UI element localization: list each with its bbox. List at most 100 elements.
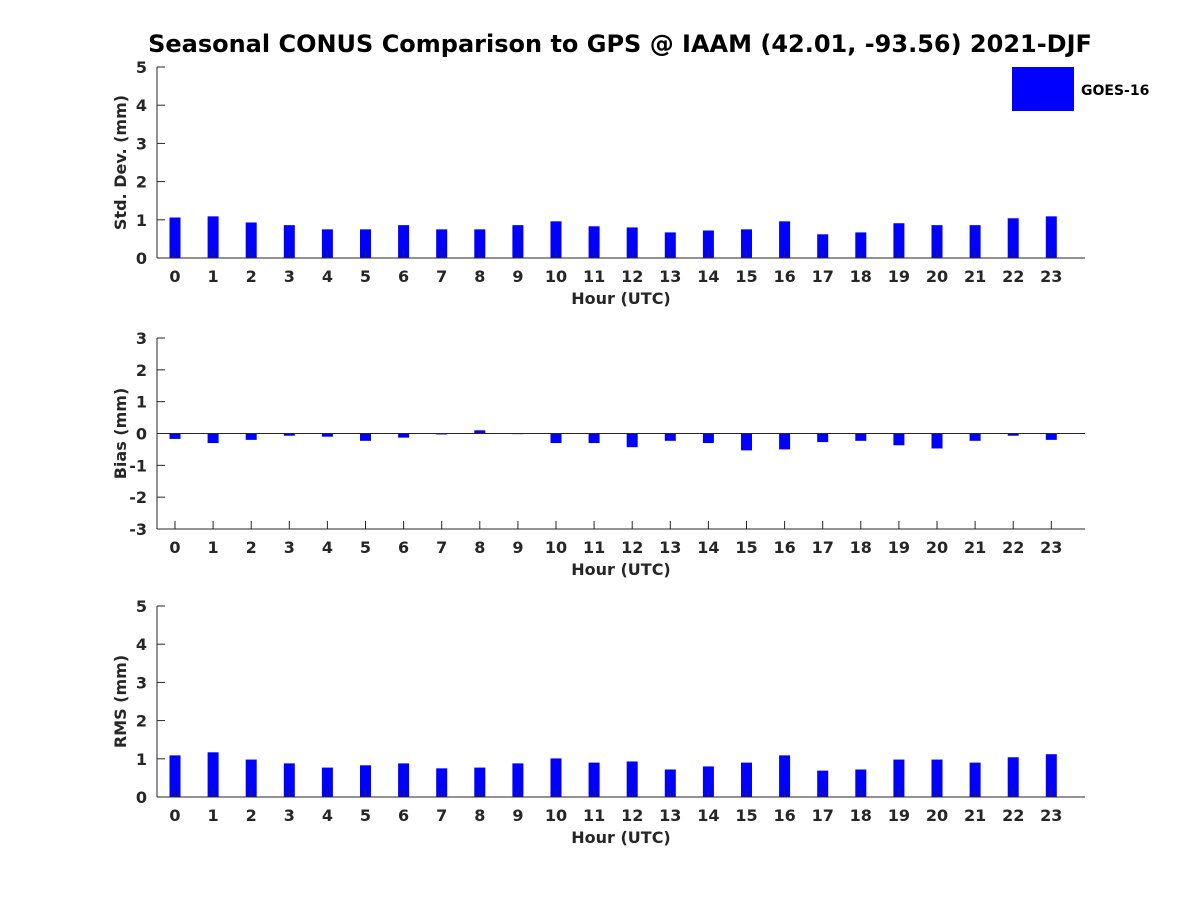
x-tick-label: 21 xyxy=(964,806,986,825)
x-tick-label: 0 xyxy=(169,806,180,825)
bar-hour-10 xyxy=(550,433,562,444)
y-tick-label: 1 xyxy=(136,211,147,230)
x-axis-label: Hour (UTC) xyxy=(571,828,671,847)
bar-hour-1 xyxy=(207,433,219,444)
bar-hour-0 xyxy=(169,755,181,797)
x-tick-label: 15 xyxy=(735,538,757,557)
x-tick-label: 15 xyxy=(735,267,757,286)
x-tick-label: 21 xyxy=(964,267,986,286)
y-tick-label: 0 xyxy=(136,788,147,807)
legend-swatch xyxy=(1012,67,1074,111)
bar-hour-23 xyxy=(1045,216,1057,258)
bar-hour-5 xyxy=(360,229,371,258)
x-tick-label: 0 xyxy=(169,267,180,286)
bar-hour-14 xyxy=(702,230,714,258)
y-tick-label: -2 xyxy=(129,488,147,507)
bar-hour-22 xyxy=(1007,218,1019,258)
bar-hour-12 xyxy=(626,227,638,258)
y-tick-label: 3 xyxy=(136,134,147,153)
bar-hour-17 xyxy=(817,770,829,797)
bar-hour-16 xyxy=(779,221,791,258)
legend-label: GOES-16 xyxy=(1081,83,1149,99)
x-tick-label: 23 xyxy=(1040,538,1062,557)
x-tick-label: 7 xyxy=(436,267,447,286)
x-tick-label: 14 xyxy=(697,538,719,557)
x-tick-label: 7 xyxy=(436,538,447,557)
x-tick-label: 15 xyxy=(735,806,757,825)
x-tick-label: 13 xyxy=(659,806,681,825)
x-tick-label: 13 xyxy=(659,538,681,557)
bar-hour-10 xyxy=(550,221,562,258)
x-tick-label: 17 xyxy=(812,538,834,557)
x-tick-label: 11 xyxy=(583,267,605,286)
y-tick-label: 1 xyxy=(136,750,147,769)
bar-hour-11 xyxy=(588,762,600,797)
x-tick-label: 4 xyxy=(322,267,333,286)
x-tick-label: 8 xyxy=(474,538,485,557)
bar-hour-7 xyxy=(436,768,448,797)
y-tick-label: 2 xyxy=(136,361,147,380)
x-tick-label: 3 xyxy=(284,538,295,557)
x-tick-label: 8 xyxy=(474,806,485,825)
y-tick-label: 3 xyxy=(136,329,147,348)
bar-hour-20 xyxy=(931,759,943,797)
x-tick-label: 19 xyxy=(888,806,910,825)
x-tick-label: 1 xyxy=(208,806,219,825)
x-tick-label: 6 xyxy=(398,538,409,557)
bar-hour-13 xyxy=(664,232,676,258)
bar-hour-5 xyxy=(360,765,371,797)
bar-hour-21 xyxy=(969,762,981,797)
bar-hour-14 xyxy=(702,433,714,444)
x-tick-label: 23 xyxy=(1040,806,1062,825)
x-tick-label: 9 xyxy=(512,538,523,557)
x-tick-label: 20 xyxy=(926,806,948,825)
bar-hour-20 xyxy=(931,225,943,258)
bar-hour-19 xyxy=(893,433,905,446)
x-tick-label: 6 xyxy=(398,806,409,825)
x-tick-label: 17 xyxy=(812,806,834,825)
x-axis-label: Hour (UTC) xyxy=(571,289,671,308)
x-tick-label: 6 xyxy=(398,267,409,286)
bar-hour-18 xyxy=(855,232,867,258)
x-tick-label: 10 xyxy=(545,267,567,286)
x-tick-label: 11 xyxy=(583,538,605,557)
x-tick-label: 3 xyxy=(284,806,295,825)
bar-hour-15 xyxy=(741,762,752,797)
bar-hour-18 xyxy=(855,769,867,797)
x-tick-label: 19 xyxy=(888,267,910,286)
x-tick-label: 10 xyxy=(545,538,567,557)
x-tick-label: 18 xyxy=(850,806,872,825)
bar-hour-13 xyxy=(664,433,676,441)
bar-hour-4 xyxy=(321,767,333,797)
x-axis-label: Hour (UTC) xyxy=(571,560,671,579)
bar-hour-22 xyxy=(1007,757,1019,797)
x-tick-label: 4 xyxy=(322,806,333,825)
bar-hour-7 xyxy=(436,229,448,258)
x-tick-label: 20 xyxy=(926,267,948,286)
y-tick-label: 5 xyxy=(136,58,147,77)
bar-hour-23 xyxy=(1045,433,1057,440)
x-tick-label: 16 xyxy=(773,806,795,825)
bar-hour-9 xyxy=(512,763,524,797)
bar-hour-0 xyxy=(169,433,181,439)
bar-hour-3 xyxy=(283,433,295,436)
x-tick-label: 11 xyxy=(583,806,605,825)
x-tick-label: 9 xyxy=(512,267,523,286)
bar-hour-22 xyxy=(1007,433,1019,436)
bar-hour-17 xyxy=(817,234,829,258)
bar-hour-2 xyxy=(245,759,257,797)
bar-hour-19 xyxy=(893,759,905,797)
x-tick-label: 20 xyxy=(926,538,948,557)
bar-hour-8 xyxy=(474,430,486,434)
bar-hour-15 xyxy=(741,229,752,258)
y-axis-label-std-dev-mm: Std. Dev. (mm) xyxy=(111,95,130,230)
y-axis-label-bias-mm: Bias (mm) xyxy=(111,388,130,480)
x-tick-label: 8 xyxy=(474,267,485,286)
bar-hour-15 xyxy=(741,433,752,451)
bar-hour-17 xyxy=(817,433,829,443)
bar-hour-6 xyxy=(398,763,410,797)
bar-hour-8 xyxy=(474,767,486,797)
bar-hour-16 xyxy=(779,755,791,797)
